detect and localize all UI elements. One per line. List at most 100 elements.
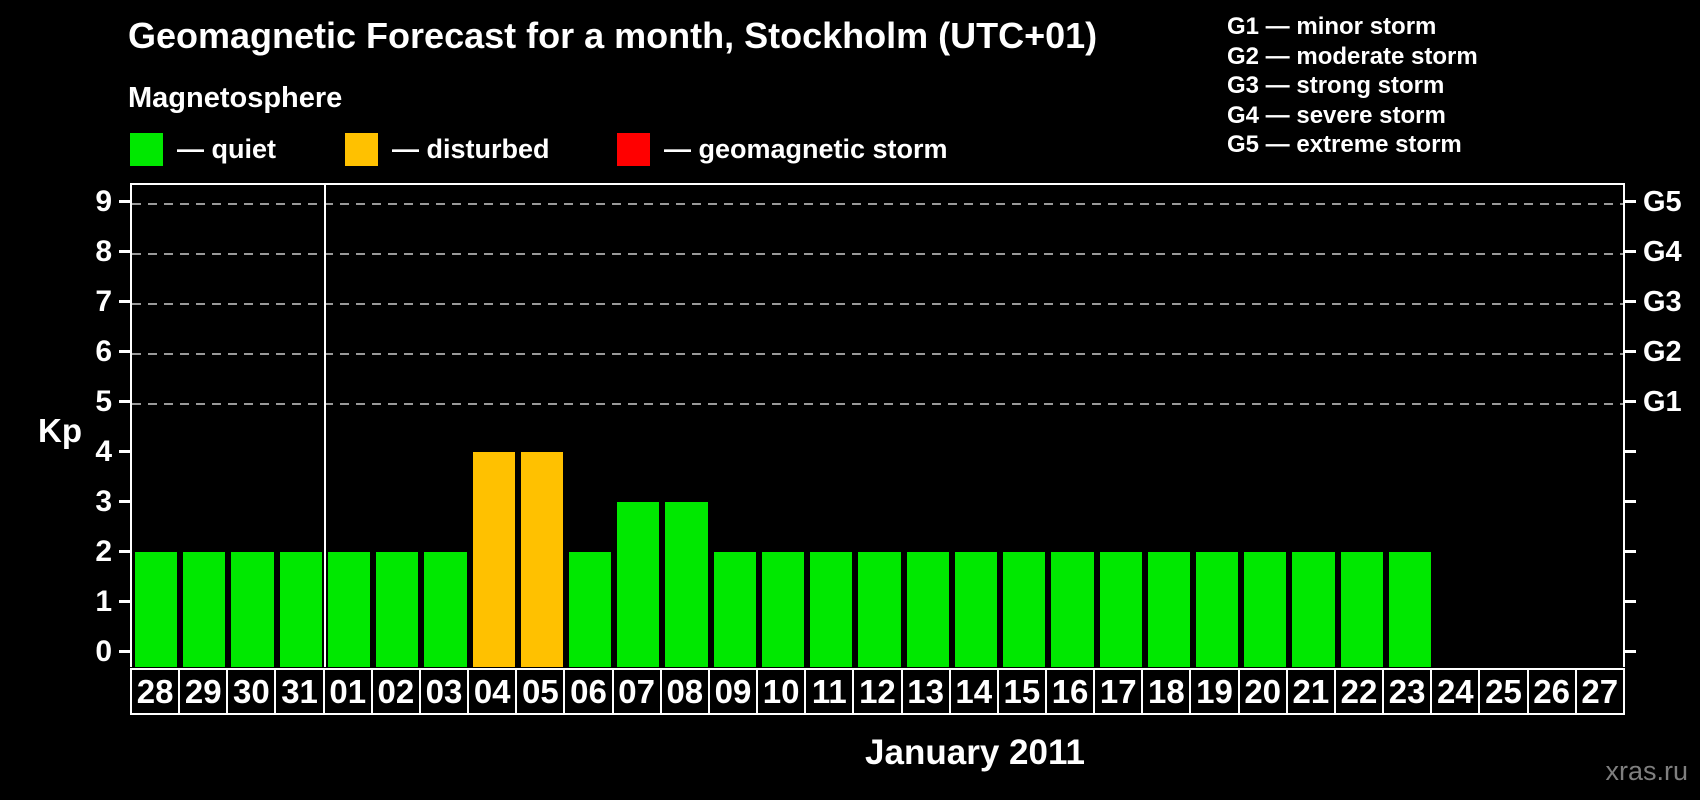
y-tick-3 [119,500,130,503]
y-tick-label-7: 7 [95,285,112,318]
right-axis-label-G3: G3 [1643,286,1682,318]
bar-day-03 [424,552,467,667]
storm-scale-line-G3: G3 — strong storm [1227,72,1445,99]
day-cell-16: 16 [1044,668,1096,715]
right-tick-2 [1625,550,1636,553]
y-tick-2 [119,550,130,553]
bar-day-23 [1388,552,1432,667]
magnetosphere-label: Magnetosphere [128,82,343,114]
bar-day-20 [1244,552,1287,667]
day-cell-24: 24 [1430,668,1481,715]
storm-scale-line-G1: G1 — minor storm [1227,13,1437,40]
y-tick-label-4: 4 [95,435,112,468]
bar-day-10 [761,552,805,667]
bar-day-11 [810,552,853,667]
y-tick-label-6: 6 [95,335,112,368]
day-cell-19: 19 [1189,668,1240,715]
bar-day-18 [1147,552,1190,667]
day-cell-05: 05 [515,668,566,715]
bar-day-04 [472,452,515,667]
legend-item-quiet: — quiet [130,133,276,166]
right-axis-label-G2: G2 [1643,336,1682,368]
bar-day-12 [858,552,901,667]
bar-day-15 [1003,552,1046,667]
legend-item-disturbed: — disturbed [345,133,550,166]
day-cell-23: 23 [1382,668,1433,715]
day-cell-01: 01 [322,668,373,715]
right-tick-9 [1625,200,1636,203]
day-cell-31: 31 [274,668,325,715]
legend-swatch-quiet [130,133,163,166]
day-cell-15: 15 [996,668,1047,715]
day-cell-28: 28 [130,668,181,715]
x-axis-day-labels: 28 29 30 31 01 02 03 04 05 06 07 08 09 10 11 12 13 14 15 16… [130,668,1625,715]
y-tick-1 [119,600,130,603]
right-axis-label-G5: G5 [1643,186,1682,218]
y-tick-label-8: 8 [95,235,112,268]
y-tick-4 [119,450,130,453]
legend-item-storm: — geomagnetic storm [617,133,948,166]
bar-day-29 [183,552,226,667]
day-cell-13: 13 [900,668,951,715]
y-tick-9 [119,200,130,203]
storm-scale-line-G2: G2 — moderate storm [1227,42,1478,70]
bar-day-07 [617,502,660,667]
right-tick-3 [1625,500,1636,503]
day-cell-12: 12 [852,668,903,715]
y-tick-label-0: 0 [95,635,112,668]
bar-day-09 [713,552,756,667]
right-tick-0 [1625,650,1636,653]
chart-title: Geomagnetic Forecast for a month, Stockh… [128,15,1098,56]
day-cell-09: 09 [707,668,759,715]
day-cell-08: 08 [659,668,710,715]
right-tick-5 [1625,400,1636,403]
y-tick-label-1: 1 [95,585,112,618]
y-tick-6 [119,350,130,353]
y-tick-label-9: 9 [95,185,112,218]
right-tick-4 [1625,450,1636,453]
day-cell-07: 07 [611,668,662,715]
grid-line-kp5 [132,403,1623,405]
y-tick-label-2: 2 [95,535,112,568]
bar-day-16 [1051,552,1094,667]
y-tick-8 [119,250,130,253]
legend-swatch-disturbed [345,133,378,166]
bar-day-08 [665,502,708,667]
watermark: xras.ru [1605,756,1688,786]
day-cell-17: 17 [1093,668,1144,715]
grid-line-kp6 [132,353,1623,355]
month-boundary-line [323,185,326,667]
day-cell-26: 26 [1526,668,1577,715]
legend-label-quiet: — quiet [177,134,276,164]
y-axis-title: Kp [38,412,82,449]
day-cell-21: 21 [1285,668,1336,715]
bar-day-28 [135,552,178,667]
bar-day-17 [1099,552,1142,667]
legend-label-disturbed: — disturbed [392,134,550,164]
y-tick-0 [119,650,130,653]
day-cell-03: 03 [418,668,470,715]
x-axis-title: January 2011 [865,733,1085,772]
legend-label-storm: — geomagnetic storm [664,134,948,164]
right-tick-8 [1625,250,1636,253]
storm-scale-line-G5: G5 — extreme storm [1227,131,1462,158]
bar-day-01 [327,552,371,667]
bar-day-22 [1340,552,1383,667]
day-cell-25: 25 [1478,668,1529,715]
day-cell-06: 06 [563,668,614,715]
plot-area [130,183,1625,667]
grid-line-kp7 [132,303,1623,305]
right-tick-6 [1625,350,1636,353]
day-cell-22: 22 [1333,668,1385,715]
day-cell-27: 27 [1574,668,1625,715]
right-axis-label-G1: G1 [1643,386,1682,418]
legend-swatch-storm [617,133,650,166]
y-tick-5 [119,400,130,403]
day-cell-02: 02 [370,668,421,715]
day-cell-11: 11 [804,668,855,715]
grid-line-kp8 [132,253,1623,255]
bar-day-13 [906,552,949,667]
day-cell-18: 18 [1141,668,1192,715]
right-tick-7 [1625,300,1636,303]
